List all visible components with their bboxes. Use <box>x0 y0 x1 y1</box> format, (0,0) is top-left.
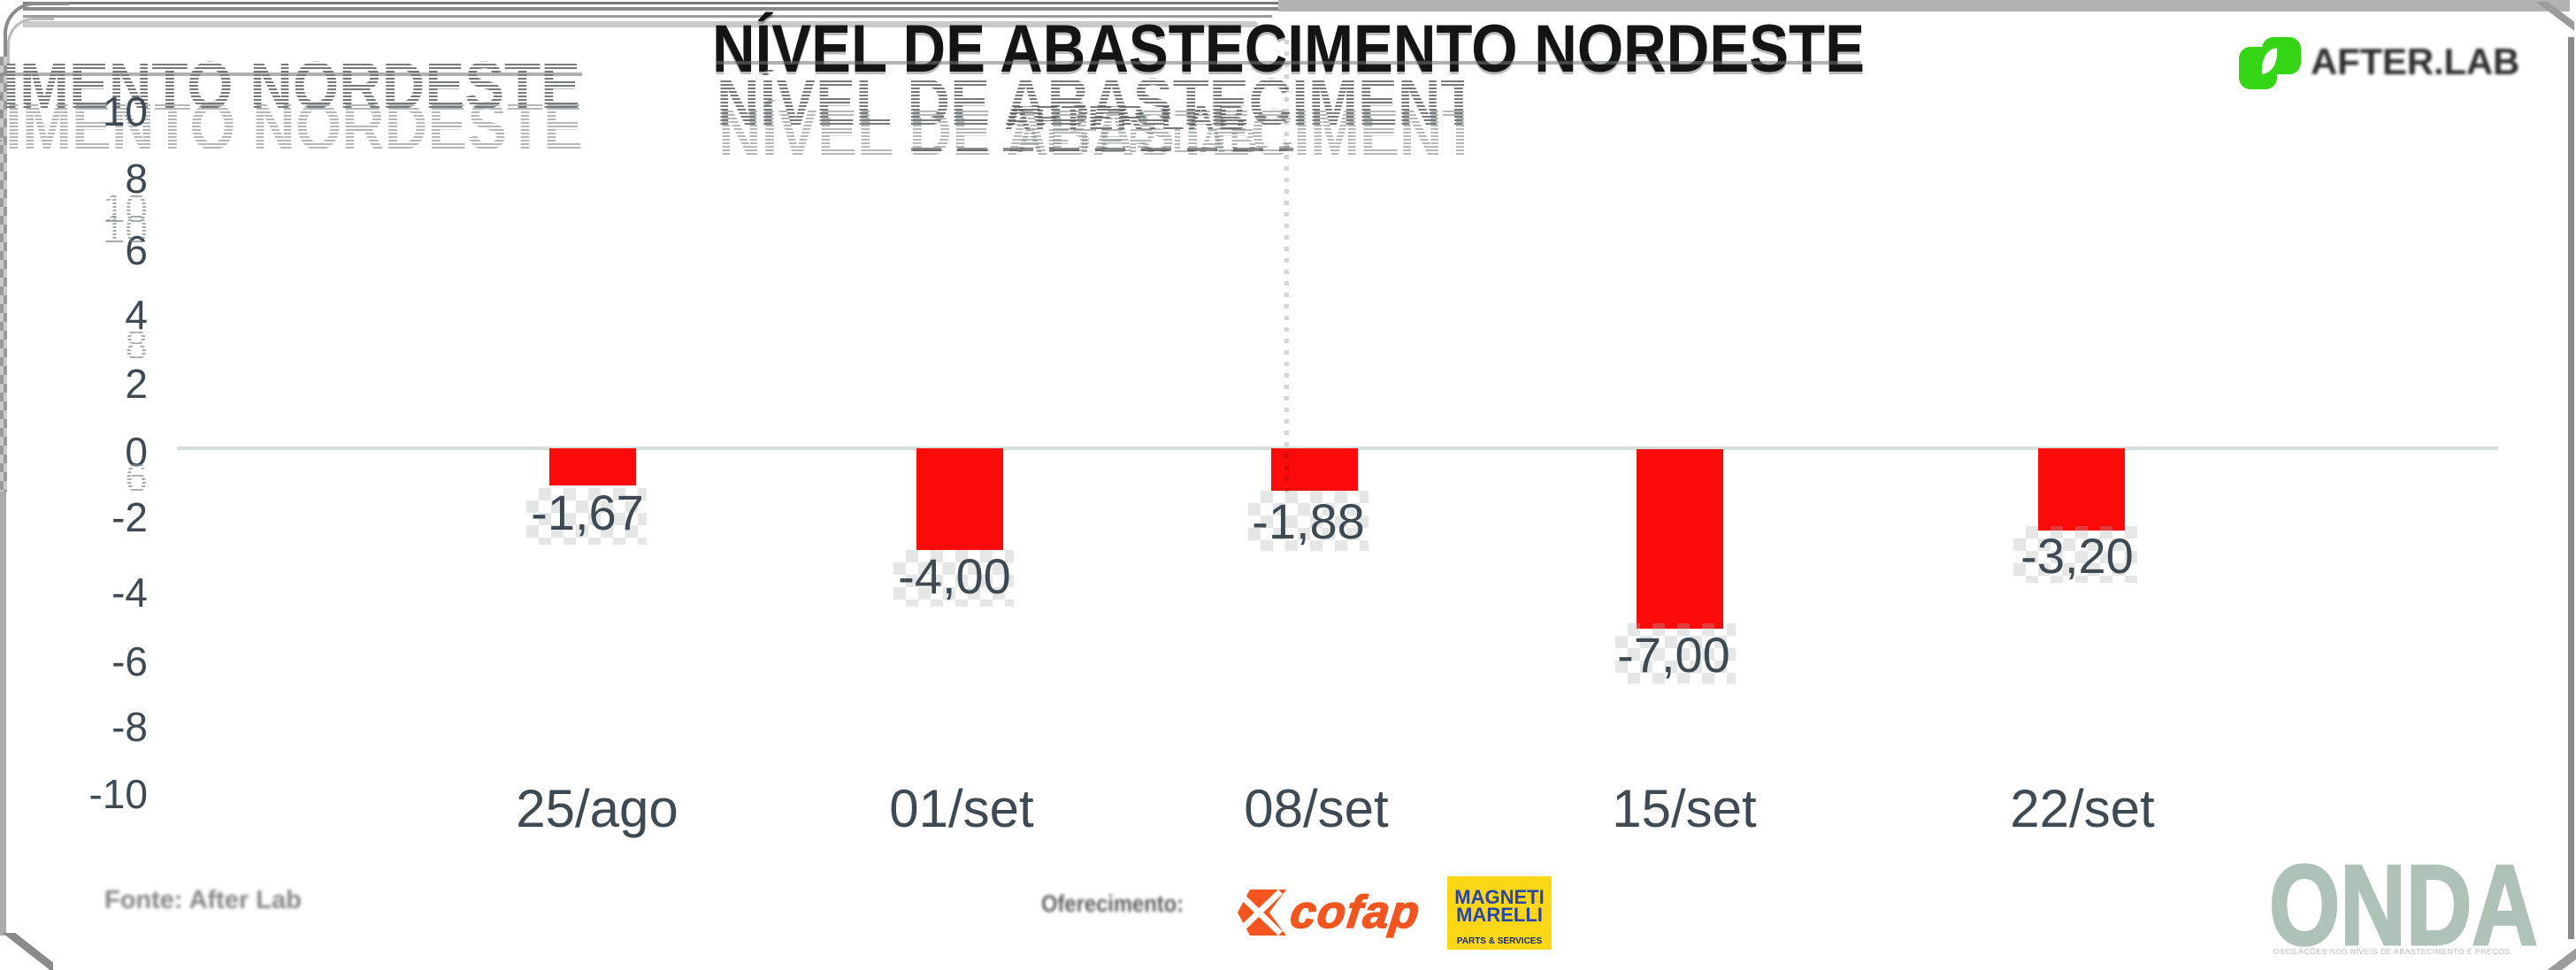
svg-text:cofap: cofap <box>1288 887 1423 938</box>
svg-text:PARTS & SERVICES: PARTS & SERVICES <box>1457 936 1543 946</box>
svg-text:MARELLI: MARELLI <box>1456 904 1543 926</box>
svg-text:MAGNETI: MAGNETI <box>1454 886 1544 908</box>
